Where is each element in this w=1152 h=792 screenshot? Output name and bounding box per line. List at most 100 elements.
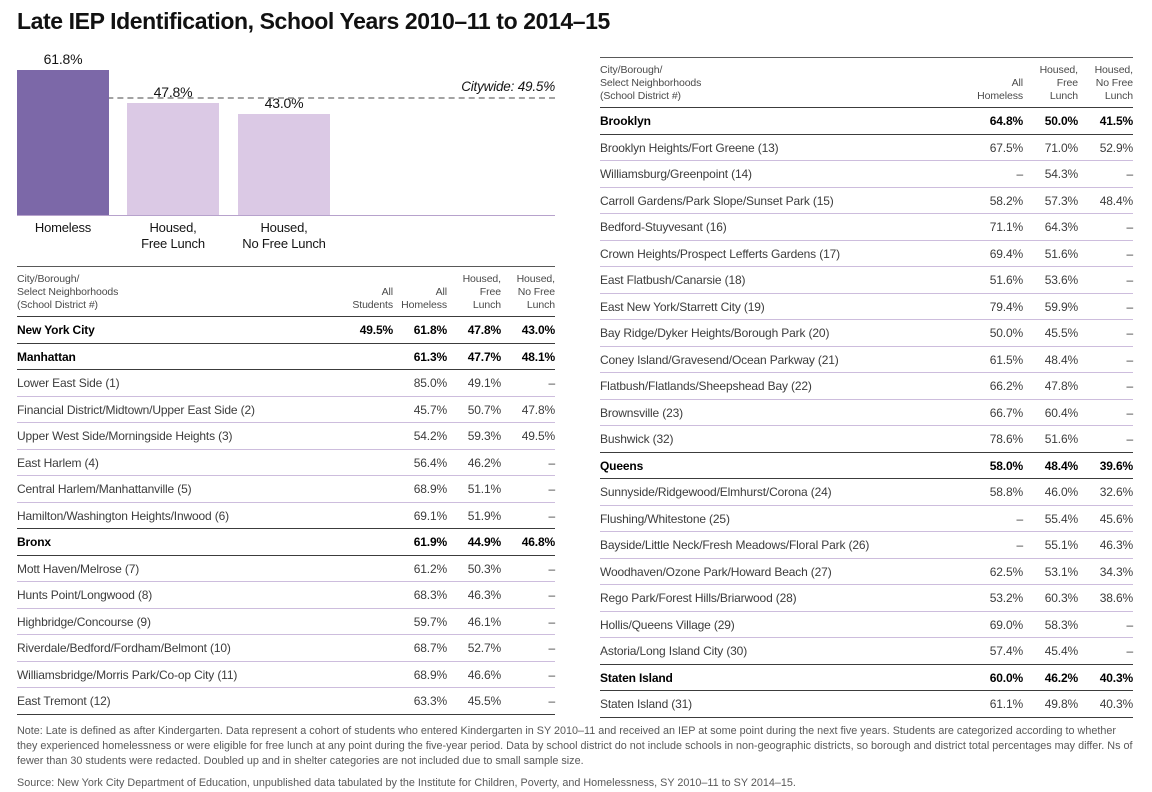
row-name: East Harlem (4) [17,455,99,470]
cell-value: 52.9% [1099,140,1133,155]
row-name: East Tremont (12) [17,694,111,709]
cell-value: 46.6% [467,667,501,682]
table-row: Rego Park/Forest Hills/Briarwood (28) 53.… [600,584,1133,612]
column-header-neighborhood: City/Borough/ Select Neighborhoods (Scho… [600,64,702,102]
cell-value: 51.6% [989,273,1023,288]
cell-value: 60.3% [1044,591,1078,606]
bar-value-label: 61.8% [43,51,83,67]
cell-value [339,343,393,370]
cell-value: – [1126,352,1133,367]
row-name: New York City [17,323,95,338]
row-name: East Flatbush/Canarsie (18) [600,273,746,288]
column-header-housed-no-free-lunch: Housed, No Free Lunch [516,273,556,311]
table-row: Williamsburg/Greenpoint (14) – 54.3% – [600,160,1133,188]
cell-value: 67.5% [989,140,1023,155]
right-table-header-row: City/Borough/ Select Neighborhoods (Scho… [600,58,1133,108]
bar-housed-no-free-lunch [238,114,330,215]
row-name: Lower East Side (1) [17,376,120,391]
row-name: Manhattan [17,349,76,364]
cell-value [339,529,393,556]
row-name: Flatbush/Flatlands/Sheepshead Bay (22) [600,379,812,394]
row-name: Rego Park/Forest Hills/Briarwood (28) [600,591,797,606]
cell-value: – [1016,538,1023,553]
chart-plot-area: Citywide: 49.5% 61.8% 47.8% 43.0% [17,51,555,216]
source-text: Source: New York City Department of Educ… [17,777,796,790]
row-name: Hollis/Queens Village (29) [600,617,735,632]
left-data-table: City/Borough/ Select Neighborhoods (Scho… [17,266,555,715]
cell-value: 46.8% [521,535,555,550]
cell-value: 55.4% [1044,511,1078,526]
table-row: Brooklyn Heights/Fort Greene (13) 67.5% 71… [600,134,1133,161]
cell-value: – [1126,326,1133,341]
cell-value: 60.4% [1044,405,1078,420]
cell-value: – [548,694,555,709]
cell-value: – [1126,644,1133,659]
cell-value: 54.2% [413,429,447,444]
row-name: Staten Island (31) [600,697,693,712]
chart-category-labels: Homeless Housed, Free Lunch Housed, No Fre… [17,216,555,252]
cell-value: 59.3% [467,429,501,444]
cell-value: – [548,508,555,523]
row-name: Queens [600,458,644,473]
cell-value: – [548,561,555,576]
right-data-table: City/Borough/ Select Neighborhoods (Scho… [600,57,1133,718]
cell-value: 49.5% [521,429,555,444]
cell-value: – [548,641,555,656]
cell-value: – [1126,220,1133,235]
cell-value: 48.4% [1044,352,1078,367]
cell-value: 39.6% [1099,458,1133,473]
citywide-reference-line [17,96,555,99]
table-row: Lower East Side (1) 85.0% 49.1% – [17,369,555,397]
cell-value: 47.8% [467,323,501,338]
cell-value: 68.9% [413,667,447,682]
cell-value: 68.9% [413,482,447,497]
table-row: Hollis/Queens Village (29) 69.0% 58.3% – [600,611,1133,638]
row-name: Mott Haven/Melrose (7) [17,561,140,576]
row-name: Bedford-Stuyvesant (16) [600,220,727,235]
cell-value: 38.6% [1099,591,1133,606]
cell-value: 69.4% [989,246,1023,261]
footnotes: Note: Late is defined as after Kindergar… [17,724,1138,792]
cell-value: 71.0% [1044,140,1078,155]
row-name: Coney Island/Gravesend/Ocean Parkway (21… [600,352,839,367]
note-text: Note: Late is defined as after Kindergar… [17,725,1133,768]
table-row: Bay Ridge/Dyker Heights/Borough Park (20… [600,319,1133,347]
cell-value: – [1126,273,1133,288]
cell-value: 50.0% [989,326,1023,341]
cell-value: 34.3% [1099,564,1133,579]
bar-homeless [17,70,109,215]
cell-value: – [548,455,555,470]
column-header-all-homeless: All Homeless [977,76,1023,102]
cell-value: 49.8% [1044,697,1078,712]
cell-value: – [548,614,555,629]
table-row: Brooklyn 64.8% 50.0% 41.5% [600,107,1133,135]
row-name: Bay Ridge/Dyker Heights/Borough Park (20… [600,326,830,341]
row-name: Upper West Side/Morningside Heights (3) [17,429,233,444]
cell-value: 45.6% [1099,511,1133,526]
row-name: Williamsburg/Greenpoint (14) [600,167,752,182]
row-name: Astoria/Long Island City (30) [600,644,748,659]
table-row: Astoria/Long Island City (30) 57.4% 45.4% – [600,637,1133,665]
cell-value [339,555,393,582]
cell-value [339,423,393,450]
cell-value [339,688,393,715]
column-header-housed-free-lunch: Housed, Free Lunch [462,273,502,311]
cell-value: 61.5% [989,352,1023,367]
bar-chart: Citywide: 49.5% 61.8% 47.8% 43.0% Homeless… [17,51,555,252]
row-name: Crown Heights/Prospect Lefferts Gardens … [600,246,840,261]
cell-value: 64.3% [1044,220,1078,235]
cell-value: 47.8% [521,402,555,417]
cell-value: 66.2% [989,379,1023,394]
bar-value-label: 43.0% [264,95,304,112]
cell-value: 50.3% [467,561,501,576]
column-header-neighborhood: City/Borough/ Select Neighborhoods (Scho… [17,273,119,311]
cell-value: 62.5% [989,564,1023,579]
cell-value: 46.0% [1044,485,1078,500]
cell-value: 57.3% [1044,193,1078,208]
row-name: Highbridge/Concourse (9) [17,614,151,629]
table-row: Flushing/Whitestone (25) – 55.4% 45.6% [600,505,1133,532]
row-name: Central Harlem/Manhattanville (5) [17,482,192,497]
cell-value: 66.7% [989,405,1023,420]
row-name: Sunnyside/Ridgewood/Elmhurst/Corona (24) [600,485,832,500]
